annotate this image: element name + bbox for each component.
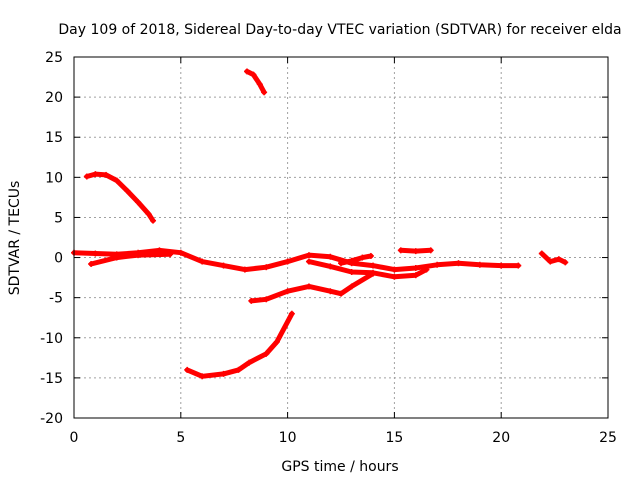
data-point: [327, 253, 334, 260]
data-point: [263, 350, 270, 357]
data-point: [359, 254, 366, 261]
data-point: [246, 359, 253, 366]
series-line-arc-4: [88, 251, 173, 267]
data-point: [244, 68, 251, 75]
data-point: [273, 338, 280, 345]
data-point: [305, 252, 312, 259]
data-point: [250, 71, 257, 78]
data-point: [284, 288, 291, 295]
series-line-arc-3: [71, 247, 521, 273]
x-tick-label: 25: [599, 430, 617, 446]
data-point: [113, 254, 120, 261]
data-point: [327, 288, 334, 295]
y-tick-label: 0: [54, 251, 63, 267]
data-point: [391, 266, 398, 273]
data-point: [538, 250, 545, 257]
data-point: [370, 270, 377, 277]
y-tick-label: -5: [49, 291, 63, 307]
data-point: [305, 283, 312, 290]
data-point: [348, 257, 355, 264]
data-point: [184, 366, 191, 373]
data-point: [412, 264, 419, 271]
x-tick-label: 15: [385, 430, 403, 446]
data-point: [338, 290, 344, 297]
data-point: [199, 258, 206, 265]
data-point: [88, 260, 95, 267]
series-line-arc-2: [244, 68, 267, 95]
data-point: [235, 366, 242, 373]
y-tick-label: -20: [40, 411, 63, 427]
data-point: [476, 261, 483, 268]
series-line-arc-1: [84, 171, 156, 224]
plot-frame: [73, 56, 609, 419]
data-point: [305, 258, 312, 265]
data-series: [71, 68, 569, 380]
x-axis-label: GPS time / hours: [281, 459, 398, 475]
x-tick-label: 20: [492, 430, 510, 446]
data-point: [145, 211, 152, 218]
data-point: [288, 310, 295, 317]
y-axis-label: SDTVAR / TECUs: [7, 181, 23, 296]
data-point: [284, 258, 291, 265]
data-point: [83, 173, 90, 180]
series-line-arc-10: [539, 251, 568, 265]
data-point: [220, 262, 227, 269]
data-point: [348, 268, 355, 275]
y-tick-label: 10: [45, 170, 63, 186]
y-tick-label: 20: [45, 90, 63, 106]
data-point: [397, 247, 404, 254]
data-point: [427, 247, 434, 254]
data-point: [367, 252, 374, 259]
series-line-arc-9: [184, 311, 295, 379]
series-line-arc-7: [248, 271, 376, 304]
data-point: [498, 262, 505, 269]
data-point: [261, 89, 268, 96]
chart-title: Day 109 of 2018, Sidereal Day-to-day VTE…: [58, 22, 621, 38]
data-point: [348, 283, 355, 290]
data-point: [391, 273, 398, 280]
axis-ticks: 0 5 10 15 20 25 -20 -15 -10 -5 0 5 10 15 20 25: [40, 50, 617, 446]
data-point: [263, 296, 270, 303]
y-tick-label: 25: [45, 50, 63, 66]
y-tick-label: -10: [40, 331, 63, 347]
data-point: [135, 199, 142, 206]
data-point: [113, 177, 120, 184]
data-point: [562, 259, 569, 266]
x-tick-label: 10: [279, 430, 297, 446]
data-point: [370, 262, 377, 269]
data-point: [515, 262, 522, 269]
y-tick-label: 5: [54, 210, 63, 226]
data-point: [220, 370, 227, 377]
data-point: [547, 258, 554, 265]
data-point: [135, 252, 142, 259]
data-point: [103, 171, 110, 178]
data-point: [555, 256, 562, 263]
data-point: [199, 373, 206, 380]
data-point: [248, 297, 255, 304]
data-point: [412, 272, 419, 279]
data-point: [241, 266, 248, 273]
data-point: [327, 263, 334, 270]
x-tick-label: 5: [176, 430, 185, 446]
data-point: [167, 251, 174, 258]
series-line-arc-6: [338, 253, 374, 266]
y-tick-label: 15: [45, 130, 63, 146]
data-point: [434, 261, 441, 268]
data-point: [124, 187, 131, 194]
data-point: [263, 264, 270, 271]
data-point: [423, 266, 430, 273]
data-point: [256, 81, 263, 88]
grid: [74, 57, 608, 418]
y-tick-label: -15: [40, 371, 63, 387]
data-point: [455, 260, 462, 267]
data-point: [338, 260, 344, 267]
data-point: [412, 248, 419, 255]
data-point: [150, 217, 157, 224]
x-tick-label: 0: [70, 430, 79, 446]
data-point: [92, 250, 99, 257]
data-point: [92, 171, 99, 178]
data-point: [177, 249, 184, 256]
